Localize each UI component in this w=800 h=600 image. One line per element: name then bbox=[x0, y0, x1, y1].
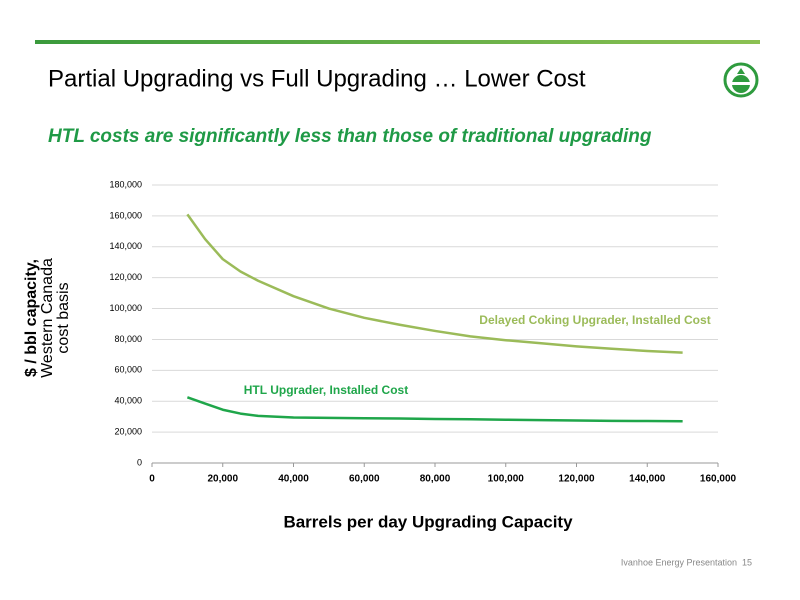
x-tick-label: 160,000 bbox=[700, 474, 737, 485]
y-axis-label: $ / bbl capacity, Western Canada cost ba… bbox=[23, 258, 72, 378]
y-tick-label: 80,000 bbox=[114, 334, 142, 344]
x-tick-label: 0 bbox=[149, 474, 155, 485]
page-number: 15 bbox=[742, 557, 752, 567]
y-tick-label: 140,000 bbox=[109, 241, 142, 251]
series-line bbox=[186, 213, 683, 354]
x-tick-label: 60,000 bbox=[349, 474, 380, 485]
header-rule bbox=[35, 40, 760, 44]
x-tick-label: 80,000 bbox=[420, 474, 451, 485]
subtitle: HTL costs are significantly less than th… bbox=[48, 126, 652, 147]
x-tick-label: 40,000 bbox=[278, 474, 309, 485]
y-label-line: Western Canada bbox=[39, 258, 56, 378]
y-tick-label: 120,000 bbox=[109, 272, 142, 282]
series-label: HTL Upgrader, Installed Cost bbox=[244, 383, 408, 397]
y-tick-label: 20,000 bbox=[114, 426, 142, 436]
y-tick-label: 40,000 bbox=[114, 396, 142, 406]
y-tick-label: 0 bbox=[137, 457, 142, 467]
x-tick-label: 140,000 bbox=[629, 474, 666, 485]
x-tick-label: 100,000 bbox=[488, 474, 525, 485]
y-label-line: $ / bbl capacity, bbox=[23, 259, 40, 377]
footer: Ivanhoe Energy Presentation bbox=[621, 557, 737, 567]
y-tick-label: 180,000 bbox=[109, 179, 142, 189]
series-line bbox=[186, 396, 683, 423]
x-axis-label: Barrels per day Upgrading Capacity bbox=[283, 512, 573, 531]
x-tick-label: 20,000 bbox=[207, 474, 238, 485]
series-label: Delayed Coking Upgrader, Installed Cost bbox=[479, 313, 710, 327]
y-tick-label: 100,000 bbox=[109, 303, 142, 313]
logo bbox=[723, 62, 759, 98]
slide-title: Partial Upgrading vs Full Upgrading … Lo… bbox=[48, 65, 586, 92]
y-tick-label: 160,000 bbox=[109, 210, 142, 220]
x-tick-label: 120,000 bbox=[558, 474, 595, 485]
y-label-line: cost basis bbox=[55, 282, 72, 353]
y-tick-label: 60,000 bbox=[114, 365, 142, 375]
